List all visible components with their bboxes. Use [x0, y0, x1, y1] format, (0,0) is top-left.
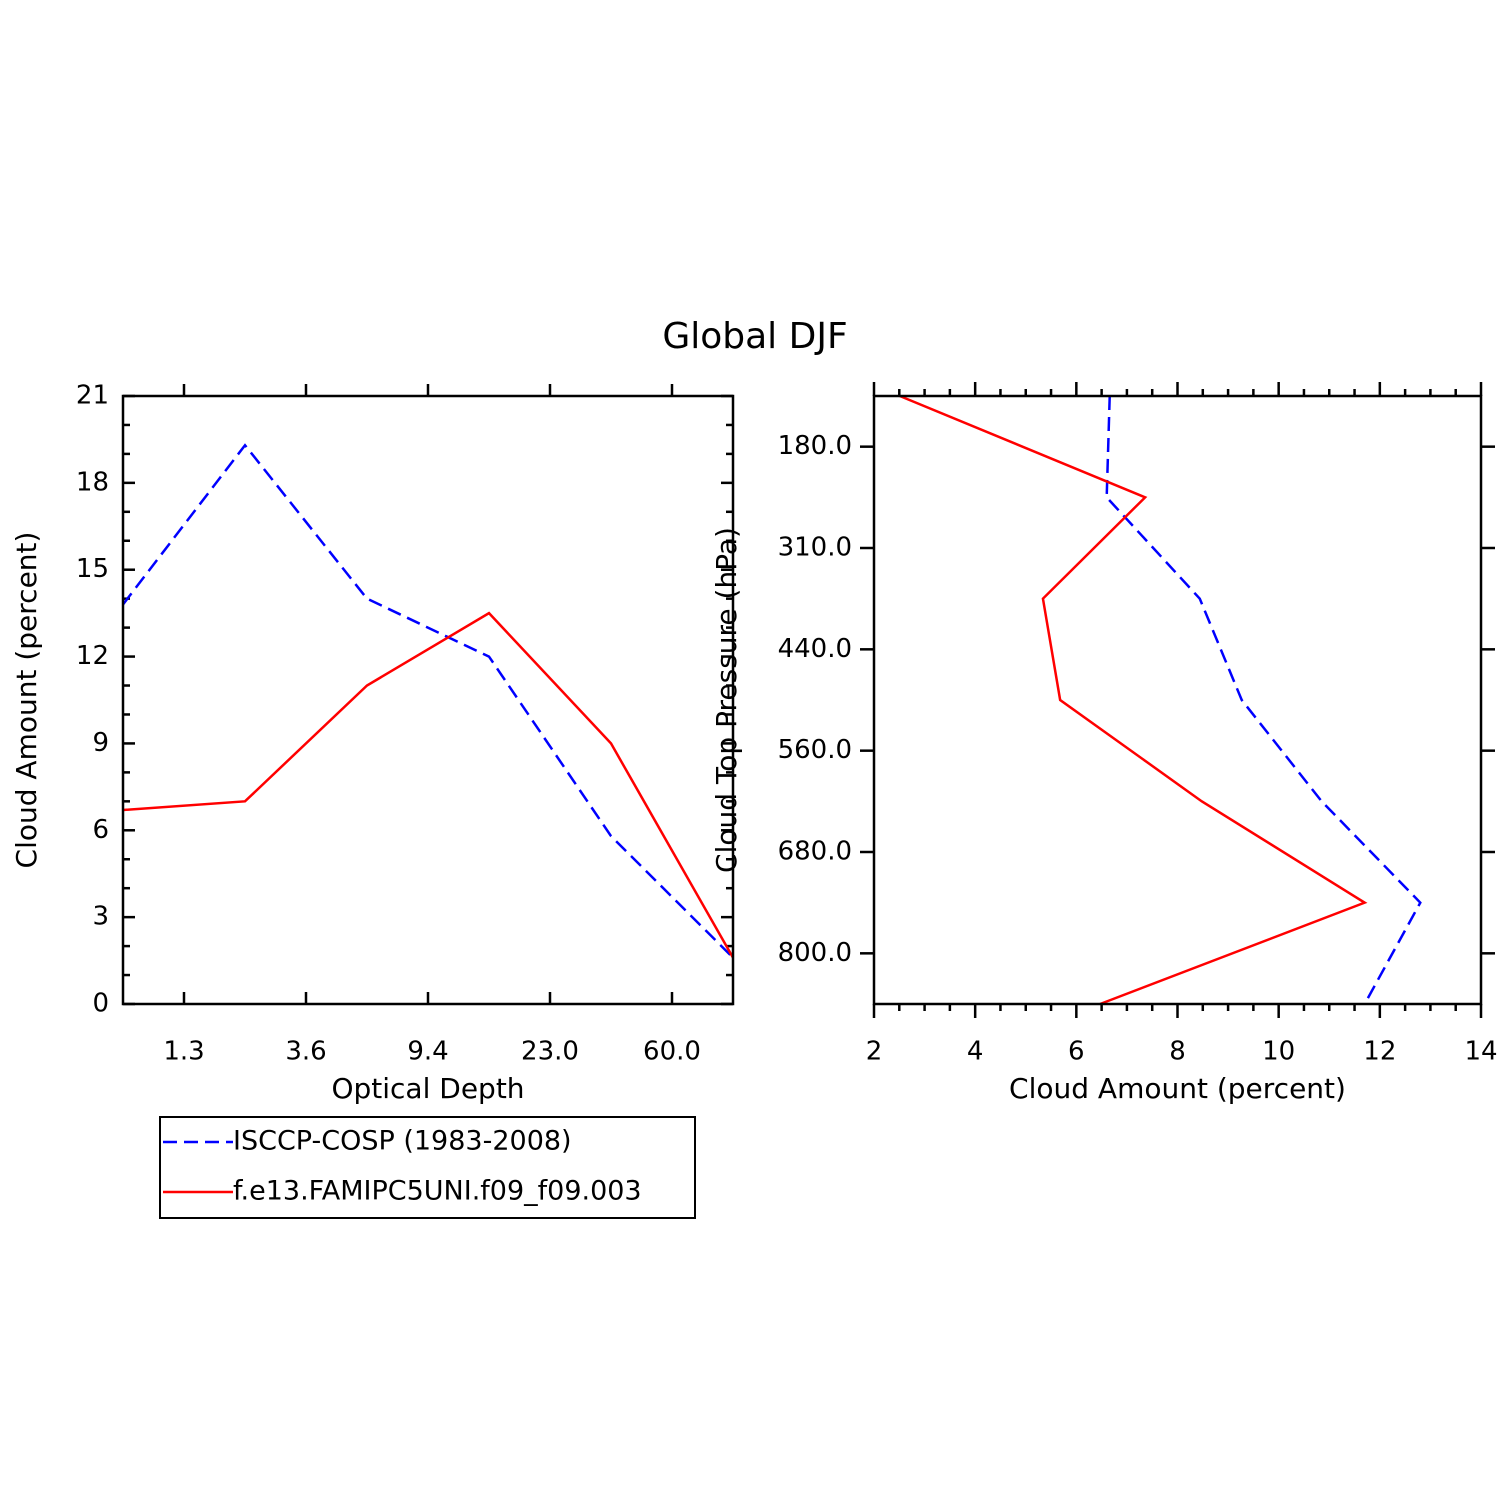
- y-axis-title: Cloud Top Pressure (hPa): [710, 527, 743, 873]
- x-tick-label: 14: [1464, 1037, 1497, 1067]
- x-tick-label: 6: [1068, 1037, 1085, 1067]
- x-tick-label: 60.0: [643, 1037, 701, 1067]
- y-tick-label: 800.0: [778, 938, 852, 968]
- y-tick-label: 3: [92, 902, 109, 932]
- y-tick-label: 0: [92, 989, 109, 1019]
- series-line: [899, 394, 1368, 1006]
- x-axis-title: Cloud Amount (percent): [1009, 1072, 1346, 1105]
- x-axis-title: Optical Depth: [331, 1072, 524, 1105]
- y-tick-label: 18: [76, 467, 109, 497]
- x-tick-label: 1.3: [163, 1037, 204, 1067]
- y-tick-label: 15: [76, 554, 109, 584]
- legend-box: [159, 1116, 696, 1219]
- plot-frame: [872, 394, 1483, 1006]
- legend-label: f.e13.FAMIPC5UNI.f09_f09.003: [233, 1176, 642, 1207]
- plot-frame: [121, 394, 735, 1006]
- y-tick-label: 560.0: [778, 735, 852, 765]
- y-tick-label: 6: [92, 815, 109, 845]
- legend-label: ISCCP-COSP (1983-2008): [233, 1126, 572, 1157]
- y-tick-label: 440.0: [778, 634, 852, 664]
- y-tick-label: 180.0: [778, 431, 852, 461]
- y-tick-label: 310.0: [778, 533, 852, 563]
- x-tick-label: 8: [1169, 1037, 1186, 1067]
- y-axis-title: Cloud Amount (percent): [10, 532, 43, 869]
- series-line: [122, 611, 735, 959]
- y-tick-label: 21: [76, 381, 109, 411]
- x-tick-label: 10: [1262, 1037, 1295, 1067]
- y-tick-label: 680.0: [778, 837, 852, 867]
- y-tick-label: 9: [92, 728, 109, 758]
- x-tick-label: 4: [967, 1037, 984, 1067]
- series-line: [1105, 395, 1422, 1005]
- x-tick-label: 2: [866, 1037, 883, 1067]
- x-tick-label: 3.6: [285, 1037, 326, 1067]
- y-tick-label: 12: [76, 641, 109, 671]
- series-line: [122, 443, 734, 959]
- x-tick-label: 9.4: [407, 1037, 448, 1067]
- x-tick-label: 12: [1363, 1037, 1396, 1067]
- x-tick-label: 23.0: [521, 1037, 579, 1067]
- figure-title: Global DJF: [662, 316, 847, 357]
